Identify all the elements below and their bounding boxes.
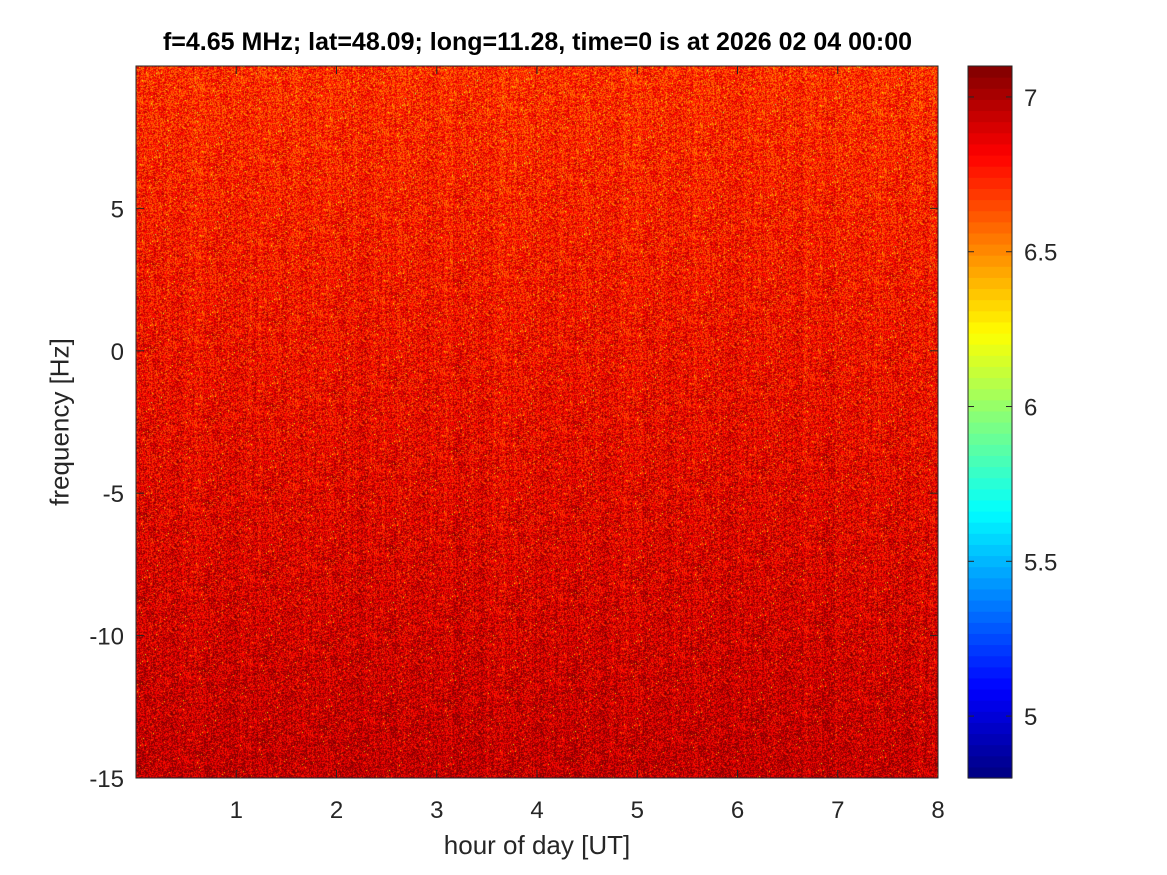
colorbar-swatch (968, 577, 1012, 590)
colorbar-swatch (968, 466, 1012, 479)
x-tick-label: 1 (230, 797, 243, 824)
x-tick-label: 3 (430, 797, 443, 824)
colorbar-swatch (968, 199, 1012, 212)
x-tick-label: 4 (530, 797, 543, 824)
colorbar-swatch (968, 355, 1012, 367)
colorbar-swatch (968, 132, 1012, 145)
x-tick-label: 6 (731, 797, 744, 824)
colorbar-swatch (968, 366, 1012, 379)
colorbar-swatch (968, 77, 1012, 89)
colorbar-swatch (968, 644, 1012, 657)
colorbar-swatch (968, 444, 1012, 456)
colorbar-swatch (968, 655, 1012, 668)
colorbar-swatch (968, 143, 1012, 156)
colorbar-swatch (968, 121, 1012, 134)
colorbar-swatch (968, 399, 1012, 412)
y-tick-label: -15 (89, 766, 124, 793)
colorbar-tick-label: 6 (1024, 395, 1037, 422)
colorbar-swatch (968, 689, 1012, 701)
colorbar-swatch (968, 477, 1012, 490)
colorbar-swatch (968, 210, 1012, 223)
colorbar-swatch (968, 544, 1012, 557)
colorbar-tick-label: 5 (1024, 704, 1037, 731)
colorbar-swatch (968, 611, 1012, 623)
x-tick-label: 8 (931, 797, 944, 824)
colorbar-swatch (968, 88, 1012, 100)
y-axis-label: frequency [Hz] (44, 338, 75, 506)
y-tick-label: 5 (111, 196, 124, 223)
colorbar-swatch (968, 588, 1012, 601)
colorbar-swatch (968, 700, 1012, 712)
colorbar-swatch (968, 555, 1012, 568)
colorbar-swatch (968, 110, 1012, 123)
x-tick-label: 7 (831, 797, 844, 824)
colorbar-swatch (968, 333, 1012, 345)
y-tick-label: -10 (89, 624, 124, 651)
y-axis: -15 -10 -5 0 5 (89, 196, 938, 793)
colorbar-swatch (968, 310, 1012, 323)
heatmap-image (136, 66, 938, 778)
colorbar-swatch (968, 711, 1012, 723)
colorbar-swatch (968, 66, 1012, 78)
colorbar-frame (967, 65, 1013, 779)
colorbar-swatch (968, 666, 1012, 679)
x-axis-label: hour of day [UT] (443, 830, 631, 860)
colorbar-swatch (968, 488, 1012, 501)
colorbar-swatch (968, 722, 1012, 735)
colorbar-swatch (968, 622, 1012, 634)
x-tick-label: 2 (330, 797, 343, 824)
colorbar-swatch (968, 733, 1012, 746)
colorbar-tick-label: 6.5 (1024, 240, 1057, 267)
colorbar-swatch (968, 499, 1012, 512)
colorbar-swatch (968, 288, 1012, 301)
colorbar-swatch (968, 377, 1012, 390)
colorbar-swatch (968, 566, 1012, 579)
colorbar-swatch (968, 744, 1012, 757)
colorbar-tick-label: 5.5 (1024, 549, 1057, 576)
colorbar-swatch (968, 221, 1012, 234)
colorbar-swatch (968, 755, 1012, 768)
x-tick-label: 5 (631, 797, 644, 824)
y-tick-label: 0 (111, 339, 124, 366)
y-tick-label: -5 (103, 481, 124, 508)
colorbar-swatch (968, 522, 1012, 534)
colorbar-swatch (968, 511, 1012, 523)
colorbar-swatch (968, 177, 1012, 189)
colorbar-swatch (968, 266, 1012, 278)
colorbar-swatch (968, 188, 1012, 201)
colorbar-swatch (968, 155, 1012, 167)
colorbar-swatch (968, 677, 1012, 690)
colorbar-swatch (968, 455, 1012, 468)
colorbar-swatch (968, 255, 1012, 267)
heatmap-image-holder (136, 66, 938, 778)
colorbar-swatch (968, 166, 1012, 178)
colorbar-swatch (968, 766, 1012, 779)
colorbar: 5 5.5 6 6.5 7 (967, 65, 1057, 779)
colorbar-swatch (968, 321, 1012, 334)
x-axis: 1 2 3 4 5 6 7 8 (230, 66, 945, 824)
colorbar-swatch (968, 244, 1012, 256)
colorbar-swatch (968, 277, 1012, 290)
colorbar-swatch (968, 422, 1012, 434)
colorbar-swatch (968, 232, 1012, 245)
colorbar-swatch (968, 600, 1012, 612)
colorbar-swatch (968, 633, 1012, 646)
chart-title: f=4.65 MHz; lat=48.09; long=11.28, time=… (162, 28, 913, 56)
colorbar-tick-label: 7 (1024, 85, 1037, 112)
colorbar-swatch (968, 344, 1012, 356)
colorbar-swatch (968, 388, 1012, 401)
colorbar-swatch (968, 533, 1012, 545)
colorbar-swatch (968, 410, 1012, 423)
colorbar-swatch (968, 299, 1012, 312)
colorbar-swatch (968, 99, 1012, 112)
colorbar-swatch (968, 433, 1012, 445)
